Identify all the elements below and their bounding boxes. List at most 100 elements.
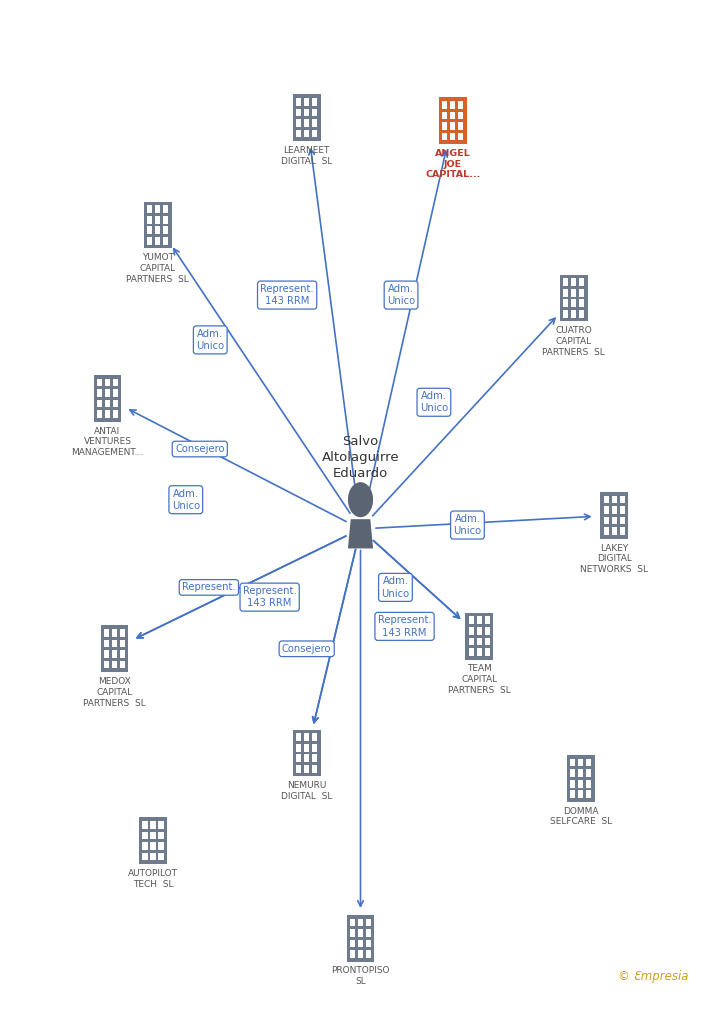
Bar <box>477 648 482 656</box>
Bar <box>312 734 317 741</box>
Polygon shape <box>348 520 373 548</box>
Bar <box>604 527 609 535</box>
Text: ANTAI
VENTURES
MANAGEMENT...: ANTAI VENTURES MANAGEMENT... <box>71 426 143 457</box>
Bar <box>469 616 474 624</box>
Bar <box>578 769 583 776</box>
Bar <box>304 765 309 772</box>
Bar <box>477 616 482 624</box>
Bar <box>312 119 317 127</box>
Bar <box>442 102 447 109</box>
Bar <box>350 950 355 958</box>
Bar <box>350 929 355 937</box>
Bar <box>358 950 363 958</box>
Bar <box>450 102 456 109</box>
Bar <box>113 400 118 407</box>
Bar <box>570 769 575 776</box>
Bar <box>112 629 117 636</box>
Bar <box>155 226 160 234</box>
Text: Represent.
143 RRM: Represent. 143 RRM <box>243 586 296 608</box>
Bar <box>120 651 125 658</box>
Text: Consejero: Consejero <box>175 444 224 454</box>
Text: YUMOT
CAPITAL
PARTNERS  SL: YUMOT CAPITAL PARTNERS SL <box>127 253 189 283</box>
Bar <box>570 759 575 766</box>
Text: MEDOX
CAPITAL
PARTNERS  SL: MEDOX CAPITAL PARTNERS SL <box>83 677 146 707</box>
Bar <box>142 831 148 839</box>
Bar <box>604 517 609 525</box>
Bar <box>358 919 363 927</box>
Bar <box>450 122 456 130</box>
Bar <box>163 226 168 234</box>
Text: LAKEY
DIGITAL
NETWORKS  SL: LAKEY DIGITAL NETWORKS SL <box>580 544 648 574</box>
Text: Represent.
143 RRM: Represent. 143 RRM <box>261 284 314 307</box>
Bar <box>579 310 585 318</box>
Text: Represent.
143 RRM: Represent. 143 RRM <box>378 615 432 637</box>
Bar <box>105 400 110 407</box>
Text: NEMURU
DIGITAL  SL: NEMURU DIGITAL SL <box>281 782 333 801</box>
Bar <box>97 400 102 407</box>
Bar <box>112 651 117 658</box>
Bar <box>304 734 309 741</box>
Text: AUTOPILOT
TECH  SL: AUTOPILOT TECH SL <box>128 869 178 889</box>
Bar <box>620 495 625 503</box>
Bar <box>97 410 102 418</box>
Bar <box>485 627 490 634</box>
Bar <box>142 842 148 850</box>
Bar <box>477 637 482 646</box>
Bar <box>469 637 474 646</box>
Bar <box>97 379 102 387</box>
Bar <box>113 379 118 387</box>
Bar <box>586 780 591 788</box>
Text: LEARNEET
DIGITAL  SL: LEARNEET DIGITAL SL <box>281 146 333 165</box>
Bar <box>155 205 160 213</box>
Bar <box>304 130 309 137</box>
Bar <box>586 759 591 766</box>
Bar <box>296 744 301 752</box>
Bar <box>563 299 569 308</box>
Bar <box>104 651 109 658</box>
Bar <box>112 661 117 669</box>
Bar <box>105 389 110 397</box>
Bar <box>563 289 569 296</box>
Bar <box>465 613 494 660</box>
Bar <box>578 780 583 788</box>
Bar <box>139 817 167 864</box>
Bar <box>296 119 301 127</box>
Bar <box>578 759 583 766</box>
Bar <box>578 791 583 798</box>
Bar <box>620 527 625 535</box>
Bar <box>350 940 355 947</box>
Bar <box>304 119 309 127</box>
Bar <box>586 769 591 776</box>
Bar <box>159 831 164 839</box>
Bar <box>104 661 109 669</box>
Text: ANGEL
JOE
CAPITAL...: ANGEL JOE CAPITAL... <box>425 149 480 180</box>
Bar <box>163 216 168 223</box>
Bar <box>159 853 164 861</box>
Text: Adm.
Unico: Adm. Unico <box>420 391 448 413</box>
Bar <box>163 236 168 245</box>
Text: Adm.
Unico: Adm. Unico <box>381 577 410 599</box>
Bar <box>620 506 625 514</box>
Bar <box>312 754 317 762</box>
Bar <box>571 278 577 286</box>
Bar <box>620 517 625 525</box>
Bar <box>304 109 309 117</box>
Bar <box>579 299 585 308</box>
Bar <box>458 133 464 140</box>
Bar <box>458 112 464 119</box>
Bar <box>604 495 609 503</box>
Bar <box>347 915 374 961</box>
Bar <box>150 853 156 861</box>
Text: DOMMA
SELFCARE  SL: DOMMA SELFCARE SL <box>550 807 612 826</box>
Bar <box>113 389 118 397</box>
Bar <box>612 495 617 503</box>
Bar <box>293 730 320 776</box>
Bar <box>442 122 447 130</box>
Bar <box>142 821 148 829</box>
Bar <box>163 205 168 213</box>
Bar <box>358 940 363 947</box>
Bar <box>563 278 569 286</box>
Bar <box>147 216 152 223</box>
Bar <box>469 627 474 634</box>
Text: Adm.
Unico: Adm. Unico <box>196 329 224 351</box>
